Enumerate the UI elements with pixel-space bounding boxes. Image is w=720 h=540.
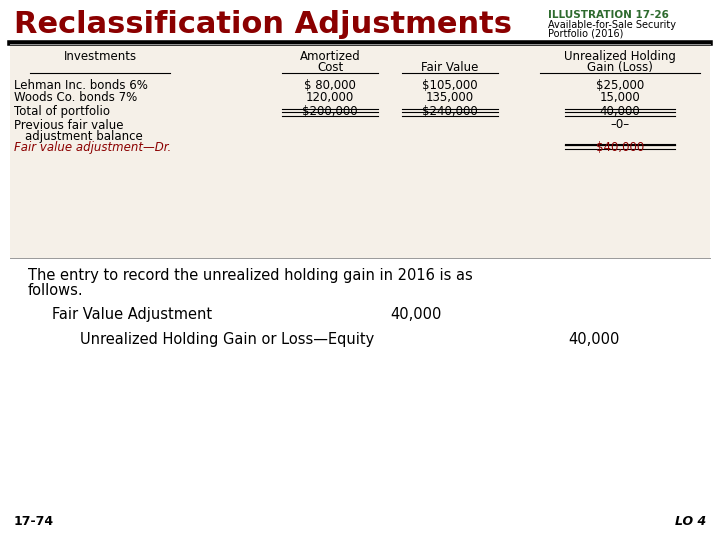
Text: 40,000: 40,000 bbox=[390, 307, 441, 322]
Text: Unrealized Holding: Unrealized Holding bbox=[564, 50, 676, 63]
Text: Fair Value Adjustment: Fair Value Adjustment bbox=[52, 307, 212, 322]
Text: 135,000: 135,000 bbox=[426, 91, 474, 104]
Text: $40,000: $40,000 bbox=[596, 141, 644, 154]
Text: –0–: –0– bbox=[611, 118, 629, 131]
FancyBboxPatch shape bbox=[10, 44, 710, 258]
Text: 120,000: 120,000 bbox=[306, 91, 354, 104]
Text: Total of portfolio: Total of portfolio bbox=[14, 105, 110, 118]
Text: Woods Co. bonds 7%: Woods Co. bonds 7% bbox=[14, 91, 138, 104]
Text: Fair value adjustment—Dr.: Fair value adjustment—Dr. bbox=[14, 141, 171, 154]
Text: $105,000: $105,000 bbox=[422, 79, 478, 92]
Text: Investments: Investments bbox=[63, 50, 137, 63]
Text: Cost: Cost bbox=[317, 61, 343, 74]
Text: Gain (Loss): Gain (Loss) bbox=[587, 61, 653, 74]
Text: adjustment balance: adjustment balance bbox=[25, 130, 143, 143]
Text: $25,000: $25,000 bbox=[596, 79, 644, 92]
Text: Lehman Inc. bonds 6%: Lehman Inc. bonds 6% bbox=[14, 79, 148, 92]
Text: Previous fair value: Previous fair value bbox=[14, 119, 124, 132]
Text: 40,000: 40,000 bbox=[568, 332, 619, 347]
Text: Amortized: Amortized bbox=[300, 50, 361, 63]
Text: 15,000: 15,000 bbox=[600, 91, 640, 104]
Text: Fair Value: Fair Value bbox=[421, 61, 479, 74]
Text: ILLUSTRATION 17-26: ILLUSTRATION 17-26 bbox=[548, 10, 669, 20]
Text: $240,000: $240,000 bbox=[422, 105, 478, 118]
Text: Reclassification Adjustments: Reclassification Adjustments bbox=[14, 10, 512, 39]
Text: Available-for-Sale Security: Available-for-Sale Security bbox=[548, 20, 676, 30]
Text: follows.: follows. bbox=[28, 283, 84, 298]
Text: LO 4: LO 4 bbox=[675, 515, 706, 528]
Text: $ 80,000: $ 80,000 bbox=[304, 79, 356, 92]
Text: Unrealized Holding Gain or Loss—Equity: Unrealized Holding Gain or Loss—Equity bbox=[80, 332, 374, 347]
Text: 40,000: 40,000 bbox=[600, 105, 640, 118]
Text: The entry to record the unrealized holding gain in 2016 is as: The entry to record the unrealized holdi… bbox=[28, 268, 473, 283]
Text: 17-74: 17-74 bbox=[14, 515, 54, 528]
Text: $200,000: $200,000 bbox=[302, 105, 358, 118]
Text: Portfolio (2016): Portfolio (2016) bbox=[548, 29, 624, 39]
